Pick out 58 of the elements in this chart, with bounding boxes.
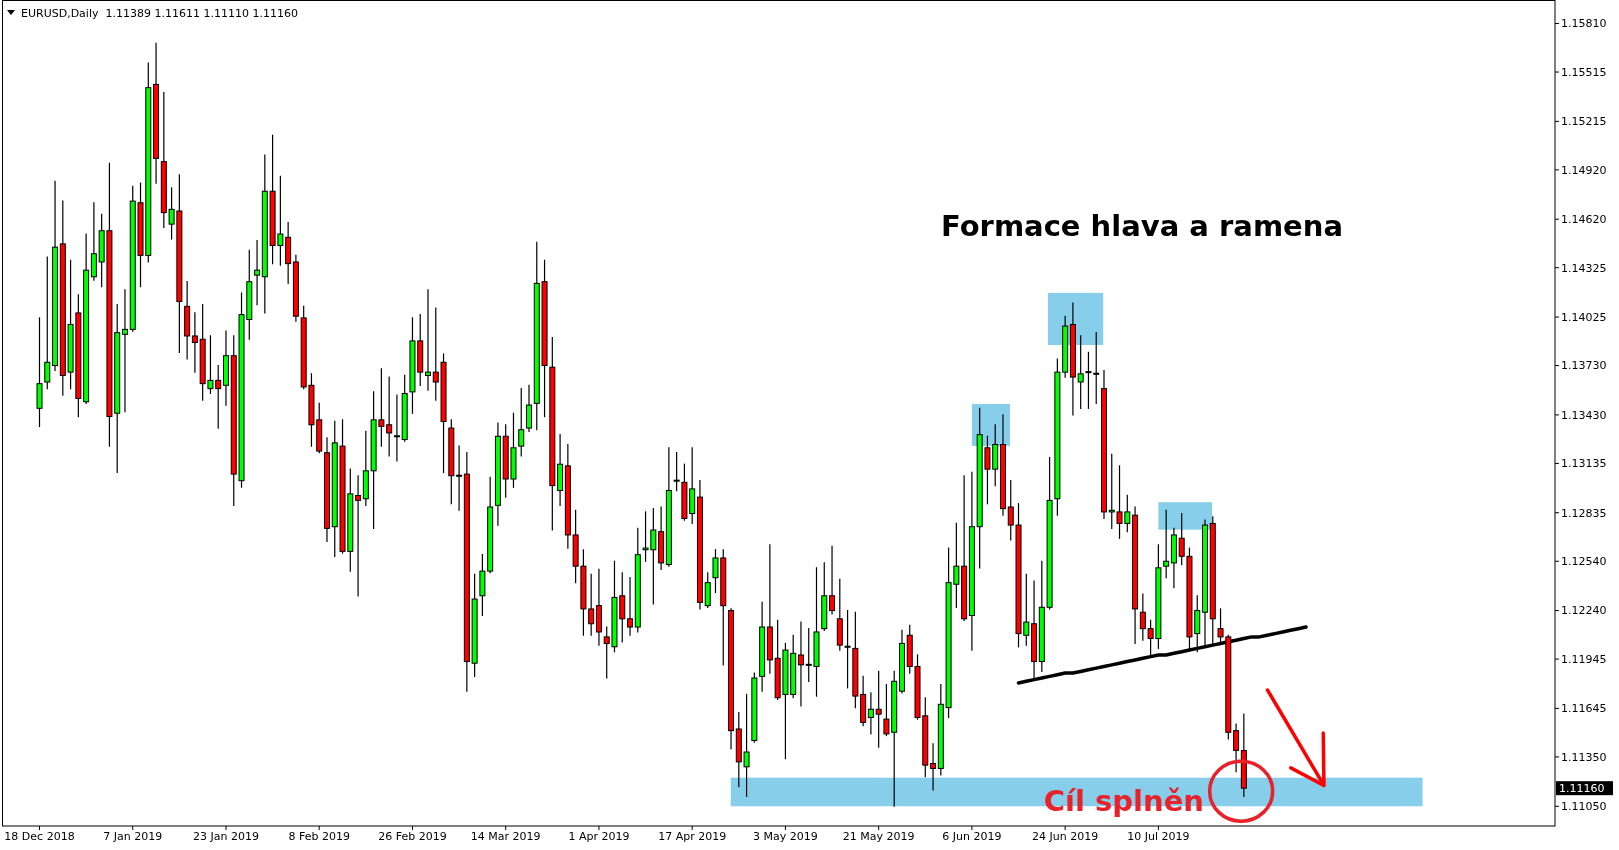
y-tick-label: 1.15215 (1561, 115, 1607, 129)
candlestick (829, 545, 836, 615)
y-tick-label: 1.14920 (1561, 163, 1607, 177)
y-tick-label: 1.13135 (1561, 457, 1607, 471)
candlestick (704, 572, 711, 608)
y-tick-label: 1.11945 (1561, 652, 1607, 666)
x-tick-label: 14 Mar 2019 (470, 830, 541, 843)
y-tick-label: 1.13730 (1561, 359, 1607, 373)
y-tick-label: 1.11160 (1559, 782, 1605, 796)
x-tick-label: 26 Feb 2019 (378, 830, 447, 843)
y-tick-label: 1.12835 (1561, 506, 1607, 520)
candlestick (1093, 332, 1100, 404)
y-tick-label: 1.11350 (1561, 750, 1607, 764)
y-tick-label: 1.14325 (1561, 261, 1607, 275)
x-tick-label: 10 Jul 2019 (1127, 830, 1190, 843)
x-tick-label: 3 May 2019 (753, 830, 818, 843)
candlestick (121, 289, 128, 413)
y-tick-label: 1.14025 (1561, 310, 1607, 324)
y-tick-label: 1.12240 (1561, 604, 1607, 618)
candlestick (456, 445, 463, 511)
x-tick-label: 8 Feb 2019 (288, 830, 350, 843)
y-tick-label: 1.15810 (1561, 17, 1607, 31)
candlestick (393, 394, 400, 462)
text: Formace hlava a ramena (941, 209, 1343, 243)
text: EURUSD,Daily 1.11389 1.11611 1.11110 1.11160 (21, 7, 298, 20)
candlestick (844, 609, 851, 689)
candlestick (875, 670, 882, 748)
candlestick (44, 256, 51, 390)
candlestick (355, 475, 362, 597)
x-tick-label: 6 Jun 2019 (942, 830, 1002, 843)
candlestick (930, 743, 937, 791)
y-tick-label: 1.14620 (1561, 213, 1607, 227)
x-tick-label: 23 Jan 2019 (193, 830, 259, 843)
candlestick (425, 289, 431, 391)
y-tick-label: 1.11645 (1561, 702, 1607, 716)
x-tick-label: 24 Jun 2019 (1032, 830, 1099, 843)
y-tick-label: 1.15515 (1561, 65, 1607, 79)
y-tick-label: 1.12540 (1561, 555, 1607, 569)
x-tick-label: 18 Dec 2018 (4, 830, 75, 843)
y-tick-label: 1.13430 (1561, 408, 1607, 422)
candlestick (1163, 509, 1170, 579)
candlestick (254, 239, 261, 306)
x-tick-label: 1 Apr 2019 (568, 830, 630, 843)
candlestick (627, 577, 634, 636)
candlestick (90, 202, 97, 281)
candlestick (191, 312, 198, 373)
candlestick (1085, 351, 1092, 409)
y-tick-label: 1.11050 (1561, 800, 1607, 814)
candlestick (673, 452, 680, 492)
candlestick (518, 387, 525, 457)
candlestick (526, 384, 533, 432)
x-tick-label: 21 May 2019 (842, 830, 915, 843)
x-tick-label: 17 Apr 2019 (658, 830, 727, 843)
candlestick (1233, 723, 1240, 773)
x-tick-label: 7 Jan 2019 (103, 830, 163, 843)
candlestick (1077, 335, 1084, 409)
candlestick (797, 621, 804, 707)
candlestick (867, 692, 874, 735)
